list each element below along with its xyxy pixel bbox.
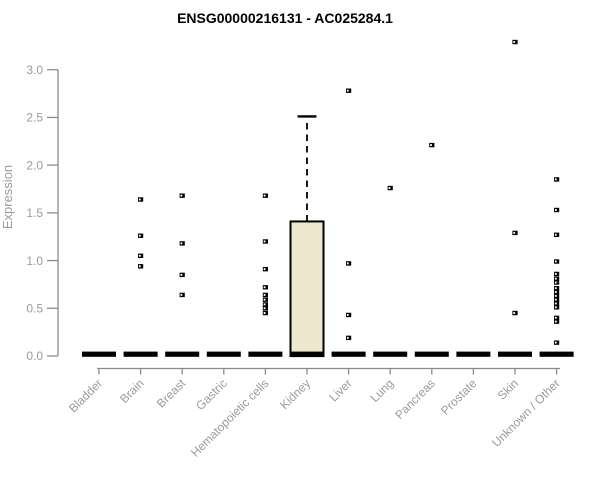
median-bar — [373, 351, 408, 357]
data-point-pip — [554, 291, 557, 293]
data-point-pip — [346, 89, 349, 92]
data-point-pip — [263, 303, 266, 306]
data-point-pip — [263, 312, 266, 314]
data-point-pip — [138, 265, 141, 268]
data-point-pip — [554, 178, 557, 181]
data-point-pip — [180, 293, 183, 296]
data-point-pip — [346, 336, 349, 339]
y-axis: 0.0 0.5 1.0 1.5 2.0 2.5 3.0 — [26, 63, 59, 363]
x-tick-label: Hematopoietic cells — [188, 376, 271, 459]
y-tick-label: 2.0 — [26, 158, 43, 172]
data-point-pip — [513, 312, 516, 314]
data-point-pip — [263, 307, 266, 310]
median-bar — [414, 351, 449, 357]
data-point-pip — [263, 194, 266, 197]
data-point-pip — [263, 240, 266, 243]
x-tick-label: Bladder — [66, 376, 105, 415]
x-tick-label: Lung — [368, 376, 397, 405]
data-point-pip — [513, 231, 516, 234]
data-point-pip — [554, 208, 557, 211]
data-point-pip — [554, 298, 557, 301]
median-bar — [290, 351, 324, 357]
data-point-pip — [430, 144, 432, 146]
y-tick-label: 3.0 — [26, 63, 43, 77]
data-point-pip — [263, 268, 266, 271]
data-point-pip — [554, 306, 557, 309]
data-point-pip — [138, 234, 141, 237]
chart-title: ENSG00000216131 - AC025284.1 — [177, 10, 393, 26]
data-point-pip — [180, 194, 183, 197]
data-point-pip — [263, 298, 266, 301]
data-point-pip — [554, 294, 557, 297]
data-point-pip — [554, 281, 557, 284]
data-point-pip — [554, 341, 557, 344]
data-point-pip — [263, 286, 266, 289]
y-tick-label: 1.5 — [26, 206, 43, 220]
x-tick-label: Breast — [154, 376, 189, 411]
x-tick-label: Liver — [326, 376, 354, 404]
y-tick-label: 1.0 — [26, 254, 43, 268]
x-tick-label: Skin — [495, 376, 521, 402]
data-point-pip — [554, 316, 557, 319]
data-point-pip — [138, 254, 141, 257]
data-point-pip — [180, 242, 183, 245]
median-bar — [123, 351, 158, 357]
data-point-pip — [554, 272, 557, 275]
y-tick-label: 0.0 — [26, 349, 43, 363]
data-point-pip — [554, 320, 557, 323]
median-bar — [331, 351, 366, 357]
data-point-pip — [346, 313, 349, 316]
box — [289, 220, 325, 358]
data-point-pip — [180, 273, 183, 276]
median-bar — [165, 351, 200, 357]
median-bar — [539, 351, 574, 357]
median-bar — [456, 351, 491, 357]
median-bar — [498, 351, 532, 357]
x-tick-label: Gastric — [193, 376, 230, 413]
y-tick-label: 0.5 — [26, 301, 43, 315]
data-point-pip — [263, 293, 266, 296]
data-point-pip — [388, 187, 391, 189]
x-tick-label: Pancreas — [392, 376, 438, 422]
data-point-pip — [554, 260, 557, 263]
data-point-pip — [554, 233, 557, 236]
data-point-pip — [346, 262, 349, 265]
median-bar — [206, 351, 241, 357]
x-tick-label: Brain — [117, 376, 147, 406]
data-point-pip — [513, 41, 516, 43]
x-tick-label: Kidney — [277, 376, 313, 412]
data-point-pip — [554, 287, 557, 290]
plot-area — [82, 39, 574, 358]
median-bar — [82, 351, 116, 357]
x-tick-label: Prostate — [438, 376, 480, 418]
data-point-pip — [554, 302, 557, 305]
median-bar — [248, 351, 283, 357]
data-point-pip — [138, 198, 141, 201]
y-tick-label: 2.5 — [26, 111, 43, 125]
y-axis-label: Expression — [0, 165, 15, 229]
data-point-pip — [554, 277, 557, 280]
